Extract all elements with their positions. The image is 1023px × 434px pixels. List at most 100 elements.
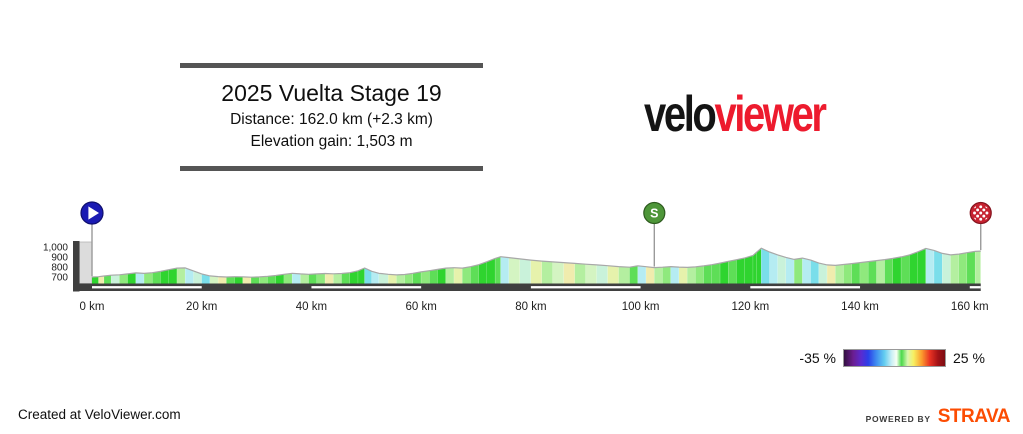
elevation-band: [687, 266, 696, 284]
elevation-band: [284, 273, 293, 284]
elevation-band: [637, 265, 647, 284]
elevation-band: [267, 275, 276, 284]
elevation-band: [917, 248, 926, 284]
title-block: 2025 Vuelta Stage 19 Distance: 162.0 km …: [180, 63, 483, 171]
elevation-band: [300, 273, 309, 284]
elevation-band: [218, 276, 227, 284]
elevation-band: [835, 264, 844, 284]
gradient-bands: [92, 248, 982, 284]
x-tick-label: 160 km: [951, 301, 989, 313]
elevation-band: [135, 272, 145, 284]
elevation-band: [818, 263, 828, 284]
checker-dot: [976, 208, 980, 212]
x-tick-label: 0 km: [80, 301, 105, 313]
elevation-band: [341, 272, 350, 284]
elevation-band: [860, 261, 869, 284]
start-marker: [80, 201, 104, 225]
checker-dot: [979, 211, 983, 215]
elevation-band: [251, 276, 260, 284]
elevation-band: [975, 251, 981, 284]
elevation-band: [454, 267, 463, 284]
elevation-band: [662, 266, 671, 284]
elevation-band: [909, 251, 918, 284]
elevation-band: [720, 261, 729, 284]
elevation-band: [98, 276, 105, 284]
x-tick-label: 80 km: [515, 301, 546, 313]
elevation-band: [607, 265, 619, 284]
elevation-band: [234, 276, 243, 284]
elevation-band: [316, 273, 326, 284]
elevation-band: [500, 256, 509, 284]
elevation-band: [508, 257, 520, 284]
strava-wordmark: STRAVA: [937, 406, 1011, 427]
elevation-band: [242, 276, 252, 284]
elevation-band: [333, 273, 342, 284]
elevation-band: [519, 258, 531, 284]
gradient-legend-min-label: -35 %: [799, 350, 836, 366]
elevation-band: [777, 254, 786, 284]
elevation-band: [753, 252, 757, 284]
title-top-rule: [180, 63, 483, 68]
elevation-band: [371, 271, 379, 284]
stage-title: 2025 Vuelta Stage 19: [221, 80, 442, 106]
elevation-gain-text: Elevation gain: 1,503 m: [250, 133, 413, 150]
elevation-band: [193, 270, 202, 284]
elevation-band: [925, 248, 935, 284]
checker-dot: [979, 205, 983, 209]
scale-stripe: [530, 286, 641, 289]
elevation-band: [404, 273, 413, 284]
elevation-band: [144, 272, 153, 284]
elevation-band: [670, 266, 680, 284]
elevation-band: [552, 261, 564, 284]
scale-stripe: [311, 286, 422, 289]
elevation-band: [958, 252, 968, 284]
elevation-band: [934, 250, 943, 284]
checkered-dots: [973, 205, 989, 221]
gradient-legend-bar: [843, 349, 946, 367]
elevation-band: [308, 273, 317, 284]
elevation-band: [876, 259, 885, 284]
x-tick-label: 100 km: [622, 301, 660, 313]
y-tick-label: 1,000: [43, 243, 68, 254]
powered-by-strava: POWERED BY STRAVA: [866, 406, 1011, 428]
elevation-band: [618, 266, 630, 284]
scale-stripe: [750, 286, 861, 289]
elevation-band: [429, 269, 438, 284]
checker-dot: [982, 214, 986, 218]
elevation-band: [111, 274, 120, 284]
checker-dot: [976, 214, 980, 218]
elevation-band: [585, 264, 597, 284]
checker-dot: [982, 208, 986, 212]
elevation-band: [445, 267, 455, 284]
neutral-zone-block: [78, 241, 93, 284]
x-tick-label: 140 km: [841, 301, 879, 313]
sprint-s-icon: [643, 201, 666, 225]
elevation-band: [629, 265, 638, 284]
elevation-band: [654, 267, 663, 284]
elevation-band: [378, 273, 389, 284]
elevation-band: [646, 266, 655, 284]
gradient-legend-max-label: 25 %: [953, 350, 985, 366]
elevation-band: [226, 276, 235, 284]
elevation-band: [325, 273, 334, 284]
elevation-band: [736, 257, 745, 284]
elevation-band: [388, 274, 397, 284]
elevation-band: [396, 274, 405, 284]
elevation-band: [541, 261, 553, 284]
checker-dot: [985, 211, 989, 215]
title-bottom-rule: [180, 166, 483, 171]
elevation-band: [104, 275, 112, 284]
elevation-band: [884, 258, 893, 284]
elevation-band: [868, 260, 877, 284]
scale-stripe: [92, 286, 202, 289]
elevation-band: [349, 270, 359, 284]
elevation-band: [364, 268, 372, 284]
elevation-band: [152, 271, 161, 284]
elevation-band: [827, 264, 836, 284]
elevation-band: [901, 254, 910, 284]
elevation-band: [695, 265, 704, 284]
y-axis-bar: [73, 241, 80, 292]
elevation-band: [292, 273, 301, 284]
elevation-band: [942, 253, 951, 284]
